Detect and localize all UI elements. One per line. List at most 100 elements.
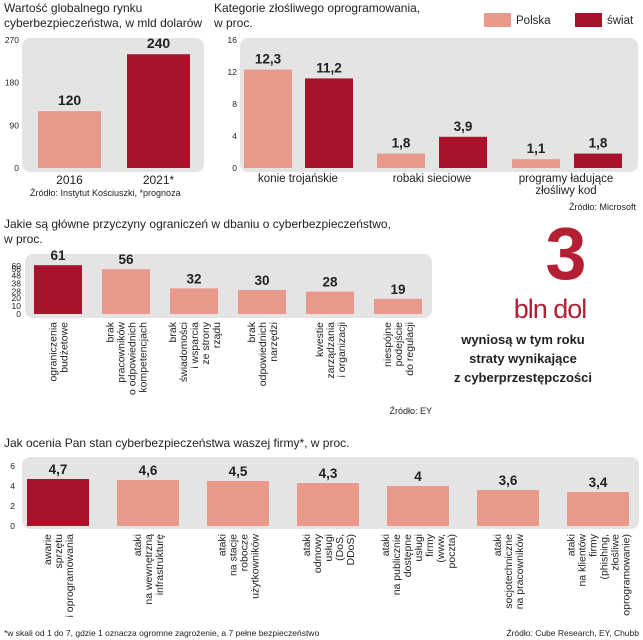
- chart1-bar: [127, 54, 190, 168]
- chart4-x-label: (DoS,: [334, 534, 346, 561]
- chart1-source: Źródło: Instytut Kościuszki, *prognoza: [30, 188, 181, 198]
- chart3-x-label: narzędzi: [268, 322, 280, 362]
- chart2-data-label: 12,3: [255, 52, 282, 67]
- chart3-x-label: pracowników: [116, 322, 128, 383]
- chart2-x-label: złośliwy kod: [535, 185, 596, 197]
- headline-caption-line: straty wynikające: [469, 351, 577, 366]
- chart3-x-label: brak: [167, 321, 179, 342]
- chart4-footnote: *w skali od 1 do 7, gdzie 1 oznacza ogro…: [4, 628, 319, 638]
- chart4-bar: [387, 486, 449, 526]
- headline-caption-line: wyniosą w tym roku: [461, 332, 585, 347]
- chart4-x-label: ataki: [301, 534, 313, 556]
- chart4-bar: [207, 481, 269, 526]
- chart2-data-label: 3,9: [454, 119, 473, 134]
- chart4-x-label: oprogramowanie): [621, 534, 633, 616]
- legend-label-polska: Polska: [516, 15, 551, 27]
- chart2-y-tick: 16: [228, 35, 238, 45]
- chart3-bar: [374, 298, 422, 314]
- chart2-bar: [512, 159, 560, 168]
- chart3-x-label: do regulacji: [404, 322, 416, 376]
- chart4-x-label: awarie: [42, 534, 54, 565]
- chart1-bar: [38, 111, 101, 168]
- chart4-x-label: usługi: [413, 534, 425, 561]
- chart4-x-label: na stacje: [228, 534, 240, 576]
- chart3-y-tick: 56: [12, 264, 22, 274]
- chart4-x-label: odmowy: [312, 533, 324, 573]
- chart4-x-label: robocze: [239, 534, 251, 572]
- chart4-bar: [567, 492, 629, 526]
- chart4-x-label: sprzętu: [53, 534, 65, 569]
- chart4-x-label: (www,: [435, 534, 447, 563]
- chart3-data-label: 56: [118, 252, 134, 267]
- chart1-data-label: 120: [58, 92, 82, 108]
- chart2-y-tick: 12: [228, 67, 238, 77]
- chart4-y-tick: 0: [10, 521, 15, 531]
- chart4-data-label: 3,6: [499, 473, 518, 488]
- chart4-x-label: DDoS): [345, 534, 357, 566]
- chart1-data-label: 240: [147, 35, 171, 51]
- legend-swatch-polska: [484, 13, 511, 27]
- chart4-x-label: ataki: [566, 534, 578, 556]
- chart3-x-label: świadomości: [178, 322, 190, 382]
- chart4-data-label: 3,4: [589, 475, 608, 490]
- chart2-y-tick: 8: [232, 99, 237, 109]
- chart1-title: Wartość globalnego rynku: [4, 1, 142, 15]
- chart3-x-label: o odpowiednich: [127, 322, 139, 395]
- chart1-y-tick: 0: [14, 163, 19, 173]
- chart1-y-tick: 90: [10, 120, 20, 130]
- headline-unit: bln dol: [513, 294, 588, 324]
- chart2-x-label: konie trojańskie: [258, 173, 338, 185]
- chart4-x-label: dostępne: [402, 534, 414, 577]
- chart4-data-label: 4,7: [49, 462, 68, 477]
- chart4-x-label: na klientów: [577, 534, 589, 587]
- chart4-y-tick: 4: [10, 481, 15, 491]
- headline-number: 3: [545, 212, 587, 295]
- chart3-x-label: brak: [105, 321, 117, 342]
- chart4-data-label: 4: [414, 469, 422, 484]
- chart2-y-tick: 0: [232, 163, 237, 173]
- chart4-x-label: firmy: [588, 533, 600, 556]
- chart4-bar: [477, 490, 539, 526]
- chart4-x-label: ataki: [132, 534, 144, 556]
- legend-label-swiat: świat: [607, 15, 634, 27]
- chart4-bar: [117, 480, 179, 526]
- chart3-x-label: budżetowe: [59, 322, 71, 373]
- chart2-data-label: 1,8: [392, 136, 411, 151]
- chart3-x-label: i wsparcia: [189, 322, 201, 369]
- chart3-y-tick: 20: [12, 293, 22, 303]
- chart3-y-tick: 0: [16, 309, 21, 319]
- chart4-x-label: usługi: [323, 534, 335, 561]
- chart4-x-label: na publicznie: [391, 534, 403, 595]
- headline-caption: wyniosą w tym roku straty wynikające z c…: [428, 330, 618, 387]
- chart2-bar: [244, 69, 292, 168]
- legend-swatch-swiat: [575, 13, 602, 27]
- chart2-x-label: programy ładujące: [519, 173, 614, 185]
- chart4-y-tick: 2: [10, 501, 15, 511]
- chart3-bar: [238, 290, 286, 314]
- chart4-x-label: i oprogramowania: [64, 534, 76, 618]
- chart3-x-label: brak: [246, 321, 258, 342]
- chart3-y-tick: 10: [12, 301, 22, 311]
- chart4-x-label: na pracowników: [514, 534, 526, 610]
- chart4-x-label: socjotechniczne: [503, 534, 515, 609]
- chart3-x-label: kwestie: [314, 322, 326, 357]
- chart1-y-tick: 180: [5, 78, 19, 88]
- chart3-x-label: zarządzania: [325, 322, 337, 379]
- headline-caption-line: z cyberprzestępczości: [453, 370, 592, 385]
- chart4-x-label: infrastrukturę: [154, 534, 166, 595]
- chart3-bar: [306, 291, 354, 314]
- chart3-x-label: podejście: [393, 322, 405, 367]
- chart4-x-label: ataki: [492, 534, 504, 556]
- chart2-source: Źródło: Microsoft: [569, 202, 637, 212]
- chart4-x-label: na wewnętrzną: [143, 534, 155, 605]
- chart3-data-label: 30: [254, 273, 269, 288]
- chart4-data-label: 4,3: [319, 466, 338, 481]
- chart2-bar: [377, 153, 425, 168]
- chart2-bar: [439, 136, 487, 168]
- chart1-x-label: 2021*: [143, 173, 175, 187]
- chart4-x-label: użytkowników: [250, 534, 262, 599]
- chart3-data-label: 32: [186, 271, 201, 286]
- chart1-y-tick: 270: [5, 35, 19, 45]
- chart3-data-label: 28: [322, 275, 338, 290]
